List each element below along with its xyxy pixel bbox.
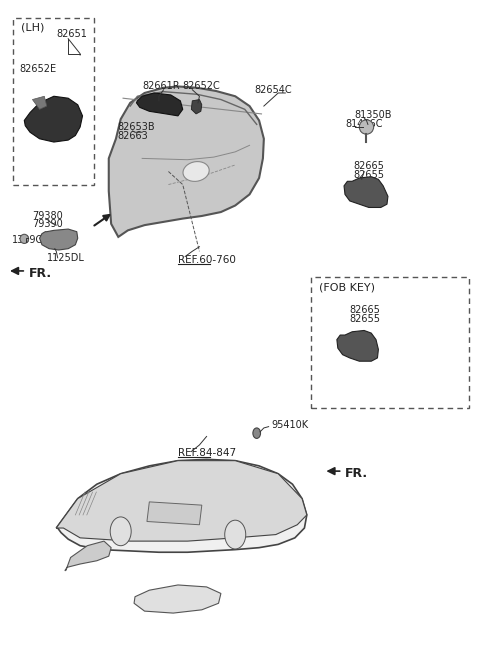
Text: 82655: 82655: [354, 170, 384, 180]
Text: 82651: 82651: [56, 29, 87, 39]
Polygon shape: [24, 97, 83, 142]
Text: 95410K: 95410K: [271, 420, 308, 430]
Text: 82663: 82663: [117, 131, 148, 141]
Text: FR.: FR.: [29, 267, 52, 280]
Polygon shape: [65, 541, 111, 570]
Text: FR.: FR.: [345, 467, 368, 480]
Ellipse shape: [20, 235, 29, 244]
Text: REF.84-847: REF.84-847: [178, 448, 236, 458]
Text: 82661R: 82661R: [142, 81, 180, 91]
Polygon shape: [33, 97, 47, 109]
Text: 1125DL: 1125DL: [47, 254, 84, 263]
Text: 79390: 79390: [33, 219, 63, 229]
Polygon shape: [56, 461, 307, 541]
Text: 82665: 82665: [354, 161, 384, 171]
Circle shape: [253, 428, 261, 438]
Text: 82654C: 82654C: [254, 85, 292, 95]
Text: 82652C: 82652C: [183, 81, 220, 91]
Polygon shape: [39, 229, 78, 250]
Polygon shape: [147, 502, 202, 525]
Text: 1339CC: 1339CC: [12, 235, 50, 244]
Text: 82655: 82655: [350, 313, 381, 324]
Text: 81456C: 81456C: [345, 120, 383, 129]
Polygon shape: [56, 459, 307, 553]
Circle shape: [110, 517, 131, 546]
Text: 81350B: 81350B: [355, 110, 392, 120]
Text: (FOB KEY): (FOB KEY): [319, 283, 375, 293]
Polygon shape: [344, 177, 388, 208]
Polygon shape: [337, 330, 378, 361]
Polygon shape: [136, 93, 183, 116]
Text: (LH): (LH): [22, 22, 45, 32]
Text: 82653B: 82653B: [117, 122, 155, 132]
Ellipse shape: [183, 162, 209, 181]
Polygon shape: [134, 585, 221, 613]
Polygon shape: [192, 99, 202, 114]
Circle shape: [225, 520, 246, 549]
Text: REF.60-760: REF.60-760: [178, 255, 236, 265]
Text: 82665: 82665: [350, 306, 381, 315]
Text: 79380: 79380: [33, 211, 63, 221]
Ellipse shape: [360, 120, 373, 134]
Polygon shape: [109, 87, 264, 237]
Text: 82652E: 82652E: [20, 64, 57, 74]
